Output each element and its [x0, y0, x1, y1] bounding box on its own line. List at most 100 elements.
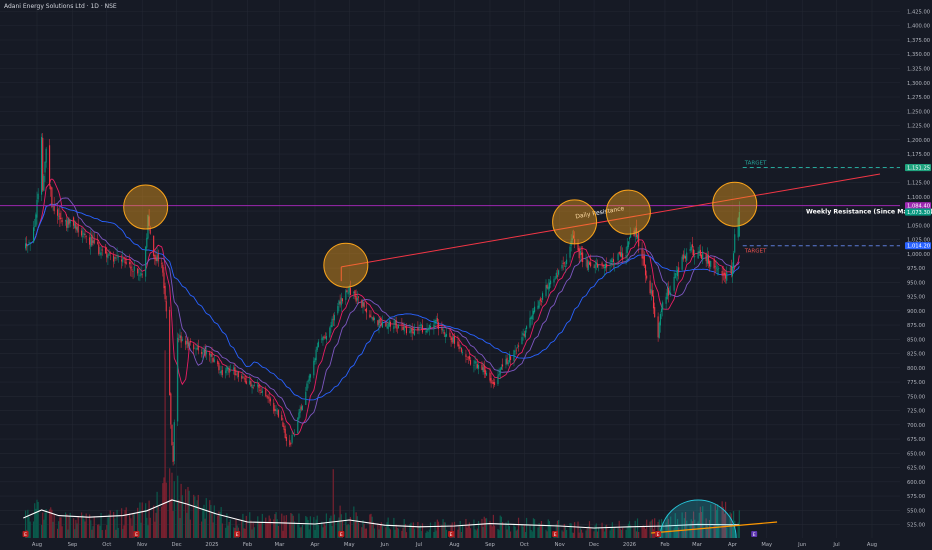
- volume-bar: [53, 514, 55, 538]
- volume-bar: [468, 522, 470, 538]
- candle-body: [201, 351, 203, 355]
- candle-body: [354, 290, 356, 297]
- volume-bar: [185, 489, 187, 538]
- candle-body: [556, 275, 558, 277]
- candle-body: [499, 369, 501, 375]
- candle-body: [365, 308, 367, 313]
- candle-body: [371, 316, 373, 320]
- volume-bar: [420, 531, 422, 538]
- candle-body: [25, 243, 27, 249]
- volume-bar: [251, 529, 253, 538]
- volume-bar: [84, 521, 86, 538]
- candle-body: [305, 391, 307, 405]
- candle-body: [435, 320, 437, 322]
- volume-bar: [257, 516, 259, 538]
- candle-body: [445, 334, 448, 337]
- volume-bar: [346, 525, 348, 538]
- y-tick-label: 1,300.00: [907, 81, 930, 87]
- volume-bar: [325, 513, 327, 538]
- volume-bar: [577, 521, 579, 538]
- candle-body: [493, 382, 496, 386]
- candle-body: [651, 290, 653, 296]
- candle-body: [114, 257, 116, 259]
- earnings-marker-box: [448, 531, 455, 537]
- candle-body: [674, 272, 676, 279]
- volume-bar: [722, 506, 724, 538]
- x-tick-label: 2025: [205, 542, 218, 548]
- candle-body: [453, 336, 456, 344]
- candle-body: [105, 247, 107, 254]
- candle-body: [308, 375, 310, 381]
- volume-bar: [697, 521, 699, 538]
- candle-body: [646, 275, 648, 279]
- volume-bar: [267, 521, 269, 538]
- candle-body: [61, 220, 63, 222]
- candle-body: [69, 219, 71, 224]
- volume-bar: [451, 522, 453, 538]
- volume-bar: [641, 525, 643, 538]
- volume-bar: [657, 521, 659, 538]
- candle-body: [361, 299, 363, 308]
- volume-bar: [163, 477, 165, 538]
- volume-bar: [665, 522, 667, 538]
- candle-body: [372, 317, 374, 320]
- candle-body: [138, 274, 140, 276]
- candle-body: [458, 344, 460, 350]
- volume-bar: [364, 528, 366, 538]
- volume-bar: [61, 526, 63, 538]
- volume-bar: [34, 503, 36, 538]
- candle-body: [169, 309, 171, 396]
- candle-body: [353, 291, 355, 294]
- candle-body: [449, 332, 451, 337]
- y-tick-label: 1,175.00: [907, 152, 930, 158]
- candle-body: [108, 253, 110, 256]
- candle-body: [482, 367, 484, 373]
- candle-body: [82, 235, 84, 237]
- x-tick-label: Sep: [68, 542, 78, 548]
- candle-body: [122, 258, 124, 263]
- candle-body: [433, 324, 435, 329]
- volume-bar: [153, 505, 155, 538]
- volume-bar: [68, 516, 70, 538]
- candle-body: [381, 321, 383, 328]
- volume-bar: [321, 521, 323, 538]
- candle-body: [459, 346, 461, 348]
- volume-bar: [74, 529, 76, 538]
- volume-bar: [81, 512, 83, 538]
- candle-body: [130, 266, 132, 269]
- candle-body: [186, 341, 188, 344]
- y-tick-label: 1,350.00: [907, 52, 930, 58]
- volume-bar: [634, 520, 636, 538]
- candle-body: [291, 434, 293, 443]
- volume-bar: [565, 529, 568, 538]
- candle-body: [443, 332, 445, 335]
- candle-body: [514, 351, 516, 353]
- volume-bar: [594, 525, 596, 538]
- volume-bar: [548, 521, 551, 538]
- volume-bar: [131, 525, 133, 538]
- candle-body: [218, 362, 220, 371]
- volume-bar: [716, 504, 719, 538]
- y-tick-label: 550.00: [907, 508, 925, 514]
- candle-body: [508, 353, 510, 363]
- volume-bar: [306, 517, 308, 538]
- volume-bar: [617, 527, 619, 538]
- candle-body: [467, 357, 469, 358]
- volume-bar: [394, 529, 396, 538]
- volume-bar: [300, 527, 302, 538]
- volume-bar: [59, 517, 61, 538]
- candle-body: [675, 273, 677, 275]
- candle-body: [507, 362, 509, 365]
- candle-body: [481, 364, 483, 370]
- candle-body: [450, 336, 452, 341]
- volume-bar: [155, 512, 157, 538]
- candle-body: [734, 234, 736, 253]
- volume-bar: [357, 522, 360, 538]
- candle-body: [529, 317, 531, 328]
- volume-bar: [217, 515, 219, 538]
- candle-body: [107, 255, 109, 259]
- volume-bar: [649, 521, 651, 538]
- volume-bar: [445, 529, 448, 538]
- volume-bar: [427, 531, 429, 538]
